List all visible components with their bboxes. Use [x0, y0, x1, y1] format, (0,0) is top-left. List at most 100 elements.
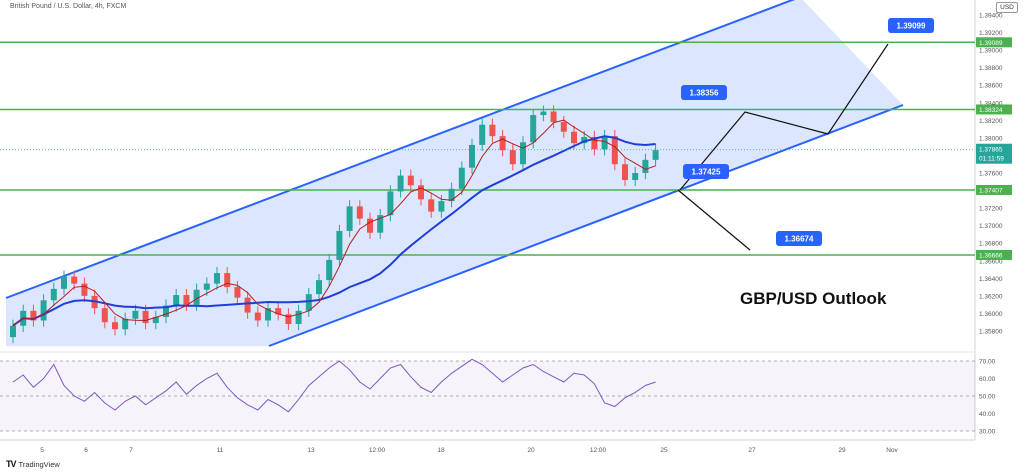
- candle-body: [214, 273, 220, 284]
- time-tick-label: 12:00: [590, 447, 607, 454]
- candle-body: [428, 199, 435, 212]
- candle-body: [40, 300, 47, 321]
- candle-body: [367, 218, 373, 233]
- level-badge-text: 1.36666: [979, 252, 1003, 259]
- candle-body: [152, 316, 159, 324]
- candle-body: [479, 124, 486, 145]
- currency-badge[interactable]: USD: [996, 2, 1018, 13]
- candle-body: [346, 206, 353, 231]
- candle-body: [489, 124, 496, 137]
- rsi-tick-label: 30.00: [979, 429, 996, 436]
- candle-body: [295, 310, 302, 324]
- candle-body: [377, 215, 384, 233]
- rsi-tick-label: 40.00: [979, 411, 996, 418]
- time-tick-label: 18: [437, 447, 445, 454]
- candle-body: [509, 150, 516, 165]
- price-tick-label: 1.35800: [979, 329, 1003, 336]
- price-tick-label: 1.38400: [979, 100, 1003, 107]
- candle-body: [234, 287, 241, 298]
- time-tick-label: 27: [748, 447, 756, 454]
- candle-body: [316, 280, 322, 295]
- price-tick-label: 1.39400: [979, 13, 1003, 20]
- price-tick-label: 1.36800: [979, 241, 1003, 248]
- candle-body: [285, 314, 292, 324]
- candle-body: [142, 310, 149, 324]
- level-badge: [976, 104, 1012, 115]
- price-tick-label: 1.38800: [979, 65, 1003, 72]
- price-tick-label: 1.36600: [979, 258, 1003, 265]
- candle-body: [244, 297, 251, 313]
- candle-body: [458, 167, 465, 189]
- candle-body: [356, 206, 363, 219]
- rsi-tick-label: 50.00: [979, 394, 996, 401]
- candle-body: [254, 312, 261, 321]
- price-tick-label: 1.37200: [979, 206, 1003, 213]
- candle-body: [122, 318, 129, 330]
- ma-fast-line: [12, 119, 656, 327]
- time-tick-label: 6: [84, 447, 88, 454]
- price-annotation-box: [888, 18, 934, 33]
- projection-down-path: [677, 189, 751, 251]
- price-tick-label: 1.36200: [979, 293, 1003, 300]
- candle-body: [448, 188, 455, 202]
- candle-body: [71, 276, 78, 284]
- price-annotation-box: [776, 231, 822, 246]
- price-annotation-box: [681, 85, 727, 100]
- candle-body: [336, 230, 343, 260]
- time-tick-label: 13: [307, 447, 315, 454]
- price-tick-label: 1.38200: [979, 118, 1003, 125]
- countdown-text: 01:11:59: [979, 156, 1004, 163]
- time-tick-label: 25: [660, 447, 668, 454]
- candle-body: [275, 308, 282, 315]
- candle-body: [540, 111, 547, 116]
- candle-body: [50, 288, 57, 301]
- tradingview-logo[interactable]: TV TradingView: [6, 459, 60, 469]
- price-annotation-text: 1.38356: [690, 89, 719, 98]
- candle-body: [326, 259, 333, 281]
- outlook-title: GBP/USD Outlook: [740, 289, 887, 308]
- candle-body: [611, 136, 618, 165]
- candle-body: [193, 289, 200, 305]
- candle-body: [601, 136, 608, 150]
- level-badge: [976, 249, 1012, 260]
- candle-body: [469, 144, 475, 168]
- price-tick-label: 1.39000: [979, 48, 1003, 55]
- time-tick-label: 20: [527, 447, 535, 454]
- candle-body: [305, 294, 312, 311]
- rsi-tick-label: 60.00: [979, 376, 996, 383]
- price-tick-label: 1.38000: [979, 135, 1003, 142]
- candle-body: [530, 115, 537, 143]
- level-badge: [976, 184, 1012, 195]
- time-tick-label: 29: [838, 447, 846, 454]
- candle-body: [438, 201, 445, 212]
- time-tick-label: 11: [217, 447, 224, 454]
- price-tick-label: 1.37600: [979, 171, 1003, 178]
- candle-body: [81, 283, 88, 296]
- candle-body: [132, 310, 139, 319]
- candle-body: [163, 305, 169, 317]
- price-tick-label: 1.39200: [979, 30, 1003, 37]
- time-tick-label: 5: [40, 447, 44, 454]
- branding-text: TradingView: [18, 459, 60, 469]
- candle-body: [591, 137, 598, 150]
- candle-body: [203, 283, 210, 290]
- level-badge-text: 1.37407: [979, 187, 1003, 194]
- price-annotation-text: 1.39099: [897, 22, 926, 31]
- candle-body: [632, 173, 639, 181]
- candle-body: [183, 295, 190, 305]
- candle-body: [173, 295, 180, 306]
- candle-body: [642, 159, 649, 173]
- candle-body: [407, 175, 414, 186]
- time-tick-label: 7: [129, 447, 133, 454]
- candle-body: [581, 137, 588, 144]
- price-tick-label: 1.36400: [979, 276, 1003, 283]
- current-price-text: 1.37865: [979, 147, 1003, 154]
- channel-upper-line: [5, 0, 795, 299]
- channel-lower-line: [268, 104, 904, 347]
- price-tick-label: 1.38600: [979, 83, 1003, 90]
- price-annotation-text: 1.37425: [692, 168, 721, 177]
- candle-body: [652, 150, 659, 160]
- candle-body: [101, 308, 108, 323]
